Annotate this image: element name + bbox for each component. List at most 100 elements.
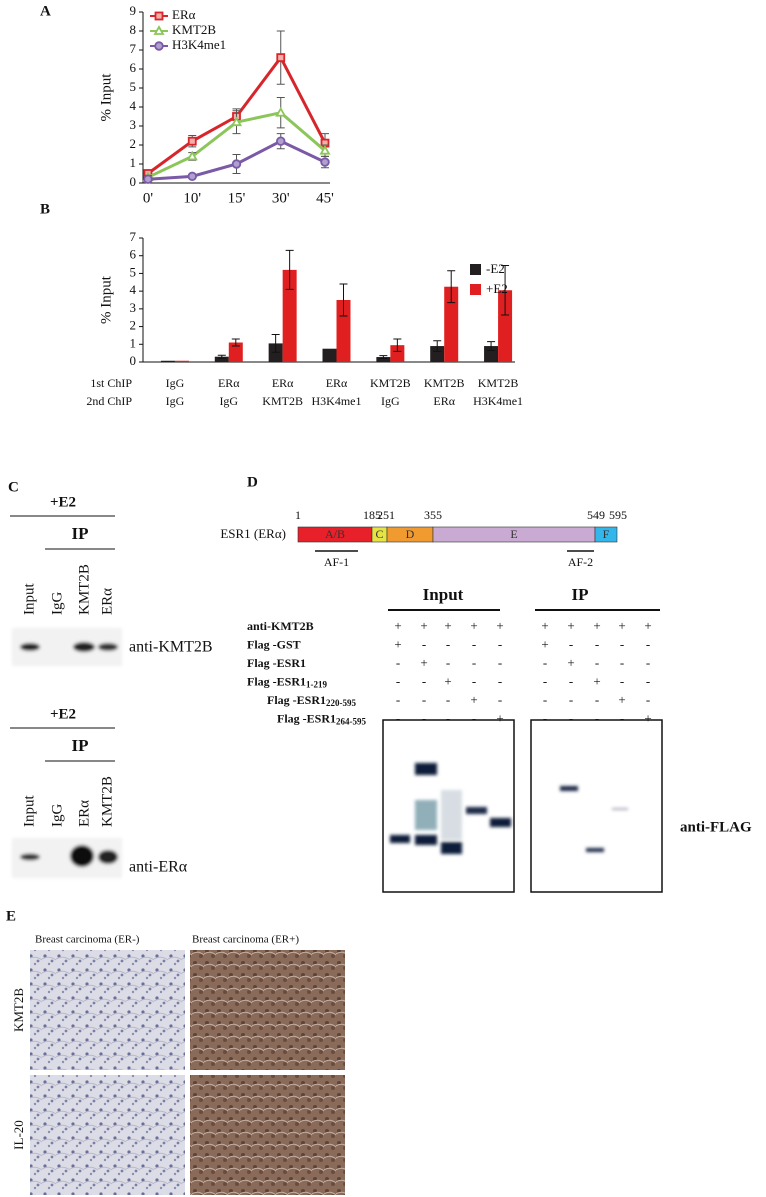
sign: + — [420, 618, 427, 633]
sign: - — [446, 692, 450, 707]
position-label: 1 — [295, 508, 301, 522]
y-tick-label: 3 — [130, 117, 137, 132]
position-label: 355 — [424, 508, 442, 522]
y-tick-label: 1 — [130, 335, 137, 350]
sign: + — [618, 692, 625, 707]
y-tick-label: 7 — [130, 41, 137, 56]
sign: - — [595, 655, 599, 670]
y-tick-label: 9 — [130, 3, 137, 18]
western-blots — [382, 719, 663, 893]
sign: + — [444, 618, 451, 633]
x-tick-label: IgG — [166, 376, 185, 390]
x-tick-label: KMT2B — [262, 394, 303, 408]
sign: - — [646, 655, 650, 670]
bar — [430, 346, 445, 362]
lane-label: KMT2B — [76, 564, 92, 615]
x-tick-label: KMT2B — [370, 376, 411, 390]
y-tick-label: 0 — [130, 353, 137, 368]
sign: + — [394, 636, 401, 651]
sign: - — [595, 636, 599, 651]
y-tick-label: 5 — [130, 264, 137, 279]
treatment: +E2 — [50, 494, 76, 510]
row-label-text: Flag -ESR1 — [247, 656, 306, 670]
error-bar — [501, 264, 510, 316]
ip-label: IP — [72, 736, 89, 755]
panel-label: D — [247, 474, 258, 490]
point-marker — [275, 106, 287, 117]
sign: - — [543, 655, 547, 670]
sign: + — [470, 618, 477, 633]
sign: + — [420, 655, 427, 670]
x-tick-label: 10' — [183, 190, 201, 206]
sign: - — [498, 636, 502, 651]
antibody-label: anti-FLAG — [680, 819, 752, 835]
sign: - — [569, 692, 573, 707]
lane-label: IgG — [49, 592, 65, 615]
bar — [444, 286, 459, 362]
legend-swatch — [470, 264, 481, 275]
sign: + — [444, 673, 451, 688]
sign: + — [618, 618, 625, 633]
protein-name: ESR1 (ERα) — [220, 526, 286, 541]
lane-label: Input — [21, 583, 37, 615]
y-axis-label: % Input — [98, 275, 114, 324]
y-tick-label: 7 — [130, 229, 137, 244]
sign: - — [472, 710, 476, 725]
group-header: Input — [423, 585, 464, 604]
point-marker — [231, 159, 242, 169]
panel-label: C — [8, 479, 19, 495]
sign: - — [646, 673, 650, 688]
sign: - — [498, 655, 502, 670]
y-tick-label: 4 — [130, 282, 137, 297]
y-tick-label: 5 — [130, 79, 137, 94]
point-marker — [319, 144, 331, 155]
position-label: 549 — [587, 508, 605, 522]
sign: - — [446, 636, 450, 651]
legend-label: H3K4me1 — [172, 37, 226, 52]
sign: - — [620, 673, 624, 688]
row-label-text: Flag -ESR1 — [277, 711, 336, 725]
sign: - — [543, 710, 547, 725]
y-tick-label: 6 — [130, 60, 137, 75]
error-bar — [285, 249, 294, 290]
position-label: 185 — [363, 508, 381, 522]
row-label: Flag -ESR1264-595 — [277, 711, 367, 726]
legend-marker — [154, 11, 164, 21]
sign: + — [541, 618, 548, 633]
row-label-text: anti-KMT2B — [247, 619, 314, 633]
y-tick-label: 3 — [130, 300, 137, 315]
sign: + — [593, 673, 600, 688]
sign: - — [422, 692, 426, 707]
row-label: Flag -ESR11-219 — [247, 674, 328, 689]
y-tick-label: 1 — [130, 155, 137, 170]
x-tick-label: IgG — [166, 394, 185, 408]
error-bar — [393, 338, 402, 352]
row-label: IL-20 — [11, 1120, 26, 1150]
legend-label: ERα — [172, 7, 196, 22]
column-label: Breast carcinoma (ER-) — [35, 934, 140, 946]
x-tick-label: IgG — [381, 394, 400, 408]
panel-label: E — [6, 908, 16, 924]
bar — [376, 357, 391, 362]
x-tick-label: 0' — [143, 190, 154, 206]
sign: - — [595, 692, 599, 707]
x-tick-label: 30' — [272, 190, 290, 206]
sign: - — [569, 710, 573, 725]
bar — [174, 360, 189, 362]
y-tick-label: 6 — [130, 247, 137, 262]
bar — [214, 356, 229, 362]
error-bar — [379, 355, 388, 359]
x-tick-label: 15' — [228, 190, 246, 206]
position-label: 251 — [377, 508, 395, 522]
y-tick-label: 2 — [130, 136, 137, 151]
domain-label: A/B — [325, 527, 345, 541]
bar — [390, 345, 405, 362]
point-marker — [187, 171, 197, 182]
legend-swatch — [470, 284, 481, 295]
bar — [282, 269, 297, 362]
x-tick-label: ERα — [433, 394, 455, 408]
lane-label: ERα — [99, 588, 115, 615]
sign: - — [472, 636, 476, 651]
row-label-sub: 1-219 — [306, 680, 327, 690]
